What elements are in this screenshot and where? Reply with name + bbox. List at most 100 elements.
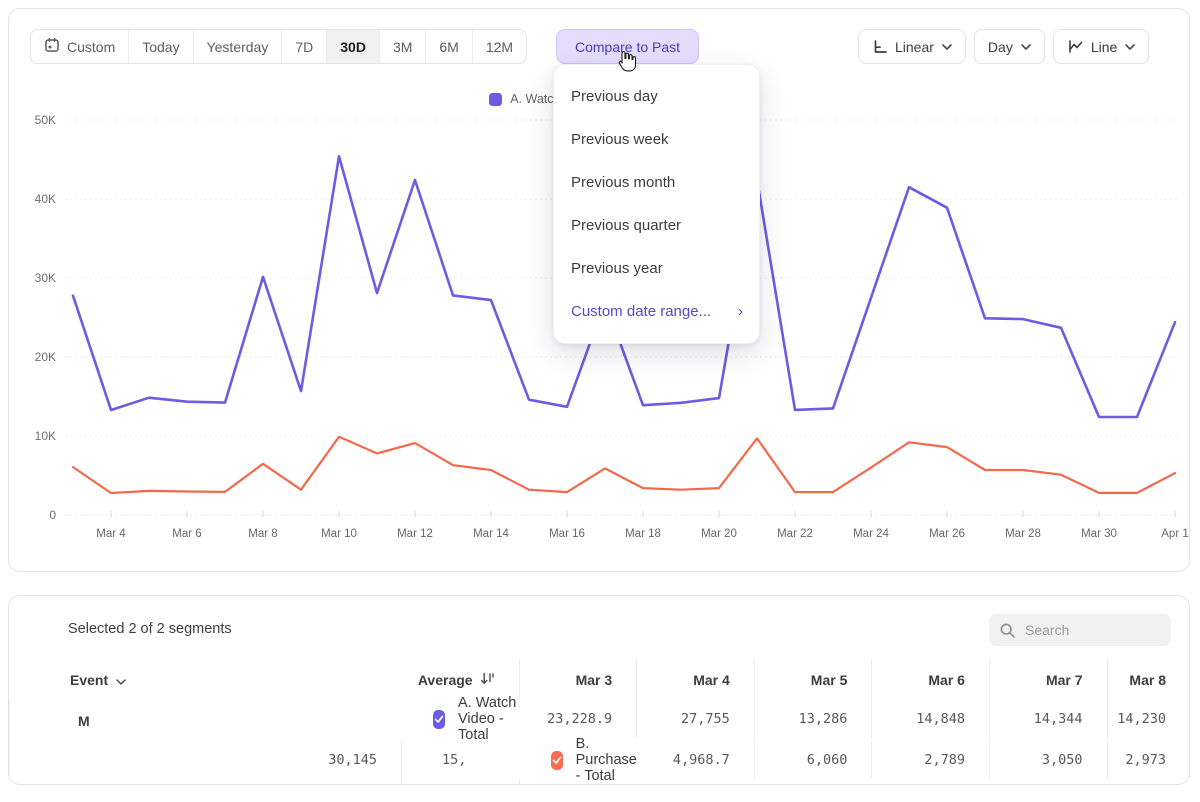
y-axis-tick-label: 10K	[35, 429, 56, 443]
line-chart-icon	[1067, 39, 1083, 54]
series-line-a	[71, 155, 1177, 419]
date-preset-today[interactable]: Today	[128, 30, 192, 63]
search-box[interactable]	[989, 614, 1171, 646]
x-axis-tick-label: Mar 22	[777, 528, 813, 540]
date-column-header: Mar 4	[636, 659, 754, 700]
date-preset-label: Yesterday	[206, 38, 269, 55]
x-axis-tick-label: Mar 10	[321, 528, 357, 540]
menu-item-previous-month[interactable]: Previous month	[571, 174, 676, 191]
average-value-cell: 23,228.9	[547, 711, 613, 727]
legend-swatch	[489, 92, 503, 106]
date-preset-3m[interactable]: 3M	[378, 30, 425, 63]
value-cell: 27,755	[636, 700, 754, 738]
date-preset-30d[interactable]: 30D	[326, 30, 379, 63]
scale-dropdown-value: Linear	[895, 38, 934, 55]
interval-dropdown-value: Day	[987, 38, 1013, 55]
scale-dropdown[interactable]: Linear	[858, 29, 966, 64]
value-cell: 13,286	[753, 700, 872, 738]
segment-checkbox[interactable]	[433, 709, 445, 729]
menu-item-previous-day[interactable]: Previous day	[571, 88, 658, 105]
y-axis-tick-label: 40K	[35, 192, 56, 206]
segments-selected-label: Selected 2 of 2 segments	[68, 621, 232, 637]
date-preset-6m[interactable]: 6M	[425, 30, 471, 63]
x-axis-tick-label: Mar 24	[853, 528, 889, 540]
chevron-down-icon	[116, 672, 126, 688]
sort-descending-icon	[480, 671, 495, 689]
chart-controls: Linear Day Line	[858, 29, 1150, 64]
series-line-b	[71, 435, 1177, 495]
menu-item-previous-year[interactable]: Previous year	[571, 260, 663, 277]
date-column-header: Mar 6	[871, 659, 989, 700]
menu-item-custom-date-range[interactable]: Custom date range... ›	[571, 303, 743, 320]
value-cell: 14,344	[988, 700, 1107, 738]
value-cell: 2,973	[1106, 741, 1189, 779]
y-axis-tick-label: 0	[49, 508, 56, 522]
x-axis-tick-label: Mar 30	[1081, 528, 1117, 540]
event-header-label: Event	[70, 671, 109, 688]
chevron-down-icon	[1021, 43, 1031, 50]
segment-row-label-cell: A. Watch Video - Total	[401, 695, 519, 743]
linear-axis-icon	[872, 39, 887, 54]
x-axis-tick-label: Mar 12	[397, 528, 433, 540]
average-column-header[interactable]: Average	[401, 659, 519, 700]
segment-checkbox[interactable]	[550, 750, 563, 770]
chart-type-dropdown[interactable]: Line	[1052, 29, 1150, 64]
line-chart: 0 10K 20K 30K 40K 50K Mar 4 Mar 6 Mar 8 Mar 10 Mar…	[35, 113, 1189, 540]
compare-to-past-menu: Previous day Previous week Previous month P…	[553, 64, 760, 344]
date-column-header: Mar 3	[518, 659, 637, 700]
value-cell: 14,230	[1106, 700, 1189, 738]
value-cell: 2,789	[871, 741, 989, 779]
segment-label: A. Watch Video - Total	[458, 695, 517, 743]
date-column-header: Mar 8	[1106, 659, 1189, 700]
date-preset-label: 30D	[340, 38, 366, 55]
date-preset-7d[interactable]: 7D	[281, 30, 326, 63]
x-axis-tick-label: Mar 6	[172, 528, 201, 540]
date-preset-yesterday[interactable]: Yesterday	[192, 30, 282, 63]
date-preset-label: 3M	[392, 38, 413, 55]
value-cell: 14,848	[871, 700, 989, 738]
menu-item-previous-week[interactable]: Previous week	[571, 131, 669, 148]
y-axis-tick-label: 50K	[35, 113, 56, 127]
x-axis-tick-label: Apr 1	[1161, 528, 1189, 540]
x-axis-tick-label: Mar 4	[96, 528, 126, 540]
date-preset-label: 7D	[295, 38, 314, 55]
date-column-header: Mar 7	[988, 659, 1107, 700]
chevron-right-icon: ›	[738, 303, 743, 320]
compare-to-past-button[interactable]: Compare to Past	[556, 29, 700, 64]
clipped-value-cell: 3,	[518, 779, 637, 784]
average-header-label: Average	[417, 671, 473, 688]
date-range-preset-group: Custom Today Yesterday 7D 30D 3M 6M 12M	[30, 29, 528, 64]
menu-item-previous-quarter[interactable]: Previous quarter	[571, 217, 682, 234]
value-cell: 6,060	[753, 741, 872, 779]
x-axis-tick-label: Mar 18	[625, 528, 661, 540]
value-cell: 3,050	[988, 741, 1107, 779]
date-preset-custom[interactable]: Custom	[31, 30, 128, 63]
date-preset-12m[interactable]: 12M	[471, 30, 526, 63]
clipped-value-cell: 15,	[401, 741, 519, 779]
search-input[interactable]	[1025, 622, 1155, 638]
segment-label: B. Purchase - Total	[575, 736, 637, 784]
date-preset-label: 6M	[439, 38, 459, 55]
chart-type-dropdown-value: Line	[1090, 38, 1118, 55]
event-column-header[interactable]: Event	[9, 659, 401, 700]
x-axis-tick-label: Mar 16	[549, 528, 585, 540]
date-preset-label: Today	[142, 38, 180, 55]
y-axis-tick-label: 20K	[35, 350, 56, 364]
x-axis-tick-label: Mar 20	[701, 528, 737, 540]
chevron-down-icon	[1125, 43, 1136, 50]
interval-dropdown[interactable]: Day	[973, 29, 1045, 64]
value-cell: 2,925	[9, 779, 401, 784]
date-preset-label: Custom	[67, 38, 116, 55]
date-preset-label: 12M	[485, 38, 514, 55]
value-cell: 30,145	[9, 741, 401, 779]
x-axis-tick-label: Mar 28	[1005, 528, 1041, 540]
y-axis-tick-label: 30K	[35, 271, 56, 285]
segments-header: Selected 2 of 2 segments	[9, 596, 1189, 648]
chevron-down-icon	[942, 43, 952, 50]
clipped-column-header: M	[9, 700, 401, 741]
calendar-icon	[44, 37, 60, 56]
date-column-header: Mar 5	[753, 659, 872, 700]
segments-card: Selected 2 of 2 segments Event Average Mar…	[8, 595, 1190, 785]
select-all-checkbox[interactable]	[41, 619, 60, 638]
x-axis-tick-label: Mar 14	[473, 528, 509, 540]
